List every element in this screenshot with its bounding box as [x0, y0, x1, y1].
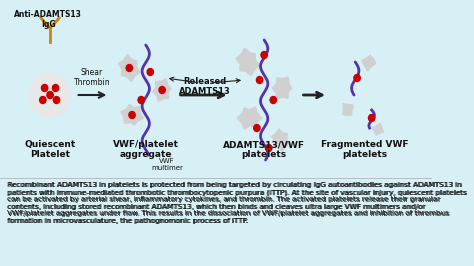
- Polygon shape: [272, 129, 290, 151]
- Circle shape: [159, 86, 165, 94]
- Circle shape: [270, 97, 276, 103]
- Polygon shape: [237, 107, 262, 129]
- Text: Fragmented VWF
platelets: Fragmented VWF platelets: [320, 140, 408, 159]
- Circle shape: [53, 97, 60, 103]
- Circle shape: [41, 85, 48, 92]
- Polygon shape: [273, 77, 292, 99]
- Circle shape: [254, 124, 260, 131]
- Text: Recombinant ADAMTS13 in platelets is protected from being targeted by circulatin: Recombinant ADAMTS13 in platelets is pro…: [8, 182, 467, 224]
- Text: ADAMTS13/VWF
platelets: ADAMTS13/VWF platelets: [223, 140, 305, 159]
- Circle shape: [40, 97, 46, 103]
- Polygon shape: [153, 79, 171, 101]
- Text: Recombinant ADAMTS13 in platelets is protected from being targeted by circulatin: Recombinant ADAMTS13 in platelets is pro…: [7, 182, 467, 223]
- Text: Anti-ADAMTS13
IgG: Anti-ADAMTS13 IgG: [14, 10, 82, 30]
- Text: VWF/platelet
aggregate: VWF/platelet aggregate: [113, 140, 179, 159]
- Circle shape: [53, 85, 59, 92]
- Circle shape: [261, 52, 267, 59]
- Circle shape: [138, 97, 145, 103]
- Circle shape: [129, 111, 135, 118]
- Circle shape: [265, 144, 272, 152]
- Polygon shape: [118, 55, 140, 81]
- Circle shape: [47, 92, 53, 98]
- Polygon shape: [373, 123, 383, 135]
- Circle shape: [147, 69, 154, 76]
- Text: Released
ADAMTS13: Released ADAMTS13: [179, 77, 231, 96]
- Circle shape: [368, 114, 375, 122]
- Polygon shape: [236, 48, 259, 76]
- Text: Shear
Thrombin: Shear Thrombin: [73, 68, 110, 87]
- Circle shape: [30, 73, 70, 117]
- Circle shape: [256, 77, 263, 84]
- Text: Quiescent
Platelet: Quiescent Platelet: [25, 140, 76, 159]
- Polygon shape: [343, 103, 353, 116]
- Circle shape: [126, 64, 133, 72]
- Text: VWF
multimer: VWF multimer: [151, 158, 183, 171]
- Circle shape: [354, 74, 360, 81]
- Polygon shape: [121, 104, 143, 125]
- Polygon shape: [362, 55, 376, 71]
